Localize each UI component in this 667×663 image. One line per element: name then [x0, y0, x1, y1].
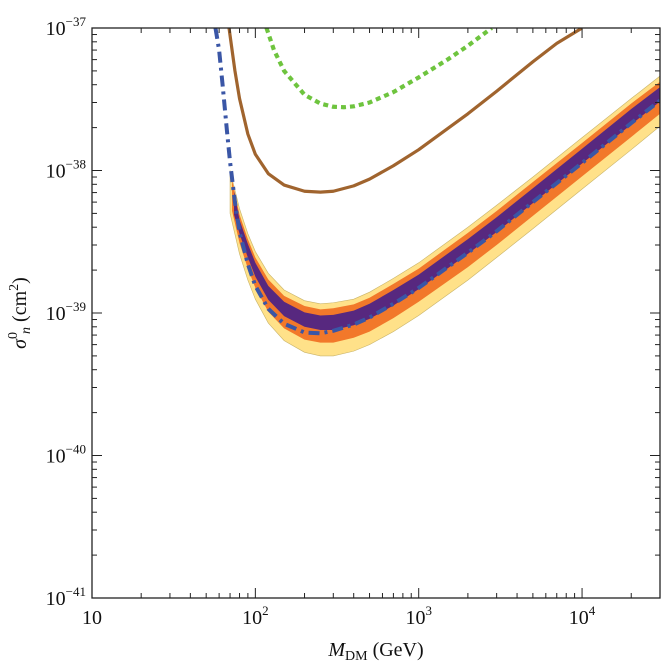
mid-band	[232, 81, 660, 343]
x-tick-label-base: 10	[405, 607, 425, 629]
y-tick-label-exp: −41	[66, 584, 86, 599]
x-tick-label: 104	[569, 603, 596, 629]
y-tick-label-exp: −38	[66, 157, 86, 172]
y-tick-label-base: 10	[46, 588, 66, 610]
axis-ticks	[91, 28, 661, 599]
y-tick-label-base: 10	[46, 161, 66, 183]
y-tick-label: 10−37	[46, 14, 87, 40]
limit-curves	[213, 28, 660, 336]
y-tick-label: 10−41	[46, 584, 86, 610]
x-tick-labels: 10 102 103 104	[82, 603, 596, 629]
y-tick-label-exp: −40	[66, 442, 86, 457]
x-tick-label-exp: 2	[262, 603, 269, 618]
y-tick-label: 10−40	[46, 442, 86, 468]
x-tick-label: 103	[405, 603, 432, 629]
confidence-bands	[229, 75, 660, 357]
x-tick-label-base: 10	[242, 607, 262, 629]
outer-band	[229, 75, 660, 357]
x-tick-label-base: 10	[569, 607, 589, 629]
x-tick-label: 10	[82, 607, 102, 629]
y-tick-label-exp: −37	[66, 14, 87, 29]
x-tick-label: 102	[242, 603, 269, 629]
y-axis-label: σ0n (cm2)	[6, 277, 34, 349]
y-tick-label-base: 10	[46, 303, 66, 325]
y-tick-label: 10−39	[46, 299, 86, 325]
x-axis-label: MDM (GeV)	[327, 639, 423, 663]
x-tick-label-exp: 3	[425, 603, 432, 618]
brown-limit-line	[227, 28, 583, 194]
x-tick-label-base: 10	[82, 607, 102, 629]
inner-band	[233, 87, 660, 330]
x-tick-label-exp: 4	[589, 603, 596, 618]
green-limit-line	[264, 28, 494, 110]
y-tick-label: 10−38	[46, 157, 86, 183]
y-tick-label-exp: −39	[66, 299, 86, 314]
y-tick-label-base: 10	[46, 446, 66, 468]
y-tick-label-base: 10	[46, 18, 66, 40]
dot-dashed-limit-line	[213, 28, 660, 336]
